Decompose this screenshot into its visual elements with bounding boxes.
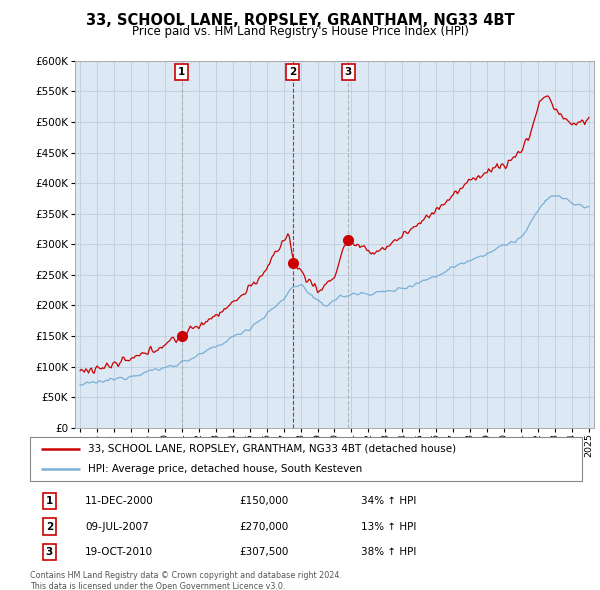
Text: 1: 1 [178, 67, 185, 77]
Text: 34% ↑ HPI: 34% ↑ HPI [361, 496, 416, 506]
Text: 13% ↑ HPI: 13% ↑ HPI [361, 522, 416, 532]
Text: 33, SCHOOL LANE, ROPSLEY, GRANTHAM, NG33 4BT: 33, SCHOOL LANE, ROPSLEY, GRANTHAM, NG33… [86, 13, 514, 28]
Text: 11-DEC-2000: 11-DEC-2000 [85, 496, 154, 506]
Text: 19-OCT-2010: 19-OCT-2010 [85, 547, 154, 557]
Text: 09-JUL-2007: 09-JUL-2007 [85, 522, 149, 532]
Text: 3: 3 [46, 547, 53, 557]
Text: HPI: Average price, detached house, South Kesteven: HPI: Average price, detached house, Sout… [88, 464, 362, 474]
Text: 2: 2 [289, 67, 296, 77]
Text: Price paid vs. HM Land Registry's House Price Index (HPI): Price paid vs. HM Land Registry's House … [131, 25, 469, 38]
Text: 2: 2 [46, 522, 53, 532]
Text: £307,500: £307,500 [240, 547, 289, 557]
FancyBboxPatch shape [30, 437, 582, 481]
Text: 38% ↑ HPI: 38% ↑ HPI [361, 547, 416, 557]
Text: £150,000: £150,000 [240, 496, 289, 506]
Text: 1: 1 [46, 496, 53, 506]
Text: Contains HM Land Registry data © Crown copyright and database right 2024.
This d: Contains HM Land Registry data © Crown c… [30, 571, 342, 590]
Text: £270,000: £270,000 [240, 522, 289, 532]
Text: 3: 3 [344, 67, 352, 77]
Text: 33, SCHOOL LANE, ROPSLEY, GRANTHAM, NG33 4BT (detached house): 33, SCHOOL LANE, ROPSLEY, GRANTHAM, NG33… [88, 444, 456, 454]
